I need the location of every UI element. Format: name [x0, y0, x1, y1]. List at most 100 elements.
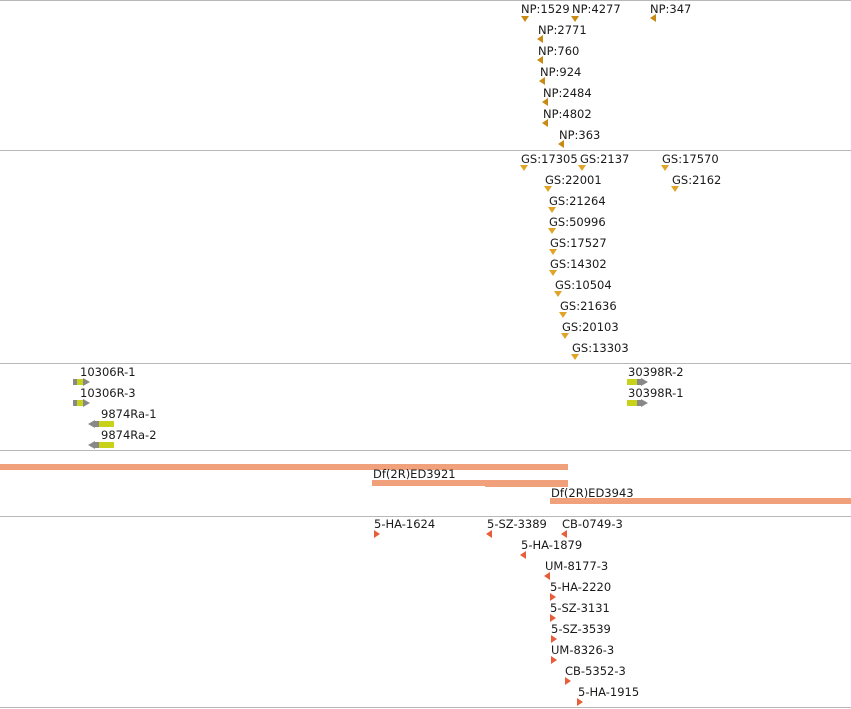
gs-marker-icon[interactable]: [554, 291, 562, 297]
insertion-marker-icon[interactable]: [486, 530, 492, 538]
np-marker-icon[interactable]: [571, 16, 579, 22]
rnai-feature-label[interactable]: 9874Ra-1: [101, 407, 157, 421]
deficiency-bar[interactable]: [0, 464, 568, 470]
gs-marker-icon[interactable]: [571, 354, 579, 360]
gene-stub-icon: [637, 379, 641, 385]
gene-stub-icon: [73, 400, 77, 406]
gs-marker-icon[interactable]: [559, 312, 567, 318]
gene-body[interactable]: [99, 421, 114, 427]
np-marker-icon[interactable]: [537, 56, 543, 64]
insertion-label[interactable]: 5-HA-2220: [550, 580, 612, 594]
gs-feature-label[interactable]: GS:17305: [521, 152, 578, 166]
insertion-marker-icon[interactable]: [544, 572, 550, 580]
insertion-label[interactable]: CB-0749-3: [562, 517, 623, 531]
insertion-label[interactable]: UM-8326-3: [551, 643, 615, 657]
deficiency-label[interactable]: Df(2R)ED3921: [373, 467, 456, 481]
np-feature-label[interactable]: NP:4277: [572, 2, 621, 16]
insertion-marker-icon[interactable]: [551, 656, 557, 664]
insertion-marker-icon[interactable]: [550, 593, 556, 601]
np-marker-icon[interactable]: [537, 35, 543, 43]
track-divider: [0, 707, 851, 708]
gs-marker-icon[interactable]: [548, 207, 556, 213]
np-marker-icon[interactable]: [542, 119, 548, 127]
gene-stub-icon: [95, 421, 99, 427]
np-feature-label[interactable]: NP:760: [538, 44, 580, 58]
insertion-marker-icon[interactable]: [565, 677, 571, 685]
insertion-marker-icon[interactable]: [374, 530, 380, 538]
gs-marker-icon[interactable]: [544, 186, 552, 192]
np-feature-label[interactable]: NP:1529: [521, 2, 570, 16]
gene-body[interactable]: [99, 442, 114, 448]
gs-marker-icon[interactable]: [671, 186, 679, 192]
gs-marker-icon[interactable]: [549, 249, 557, 255]
gene-body[interactable]: [627, 400, 637, 406]
insertion-label[interactable]: CB-5352-3: [565, 664, 626, 678]
gene-body[interactable]: [77, 400, 83, 406]
rnai-feature-label[interactable]: 30398R-2: [628, 365, 684, 379]
track-divider: [0, 450, 851, 451]
gs-feature-label[interactable]: GS:2137: [580, 152, 630, 166]
gs-feature-label[interactable]: GS:20103: [562, 320, 619, 334]
np-feature-label[interactable]: NP:363: [559, 128, 601, 142]
rnai-feature-label[interactable]: 10306R-1: [80, 365, 136, 379]
gs-feature-label[interactable]: GS:14302: [550, 257, 607, 271]
gene-stub-icon: [73, 379, 77, 385]
gs-marker-icon[interactable]: [661, 165, 669, 171]
insertion-marker-icon[interactable]: [577, 698, 583, 706]
insertion-label[interactable]: UM-8177-3: [545, 559, 609, 573]
rnai-feature-label[interactable]: 30398R-1: [628, 386, 684, 400]
track-divider: [0, 363, 851, 364]
gs-marker-icon[interactable]: [548, 228, 556, 234]
insertion-label[interactable]: 5-HA-1915: [578, 685, 640, 699]
track-divider: [0, 516, 851, 517]
insertion-marker-icon[interactable]: [550, 614, 556, 622]
gene-body[interactable]: [627, 379, 637, 385]
gs-feature-label[interactable]: GS:17570: [662, 152, 719, 166]
gs-marker-icon[interactable]: [520, 165, 528, 171]
np-feature-label[interactable]: NP:2484: [543, 86, 592, 100]
insertion-marker-icon[interactable]: [520, 551, 526, 559]
insertion-label[interactable]: 5-HA-1624: [374, 517, 436, 531]
gs-marker-icon[interactable]: [578, 165, 586, 171]
insertion-label[interactable]: 5-HA-1879: [521, 538, 583, 552]
gs-feature-label[interactable]: GS:10504: [555, 278, 612, 292]
track-divider: [0, 150, 851, 151]
gs-feature-label[interactable]: GS:50996: [549, 215, 606, 229]
np-marker-icon[interactable]: [542, 98, 548, 106]
deficiency-bar[interactable]: [550, 498, 851, 504]
np-feature-label[interactable]: NP:4802: [543, 107, 592, 121]
gs-feature-label[interactable]: GS:13303: [572, 341, 629, 355]
gs-marker-icon[interactable]: [561, 333, 569, 339]
insertion-marker-icon[interactable]: [551, 635, 557, 643]
np-feature-label[interactable]: NP:924: [540, 65, 582, 79]
insertion-label[interactable]: 5-SZ-3539: [551, 622, 611, 636]
rnai-feature-label[interactable]: 9874Ra-2: [101, 428, 157, 442]
np-marker-icon[interactable]: [521, 16, 529, 22]
insertion-marker-icon[interactable]: [561, 530, 567, 538]
deficiency-bar[interactable]: [485, 482, 568, 487]
np-feature-label[interactable]: NP:2771: [538, 23, 587, 37]
np-feature-label[interactable]: NP:347: [650, 2, 692, 16]
gene-arrow-left-icon: [88, 441, 95, 449]
np-marker-icon[interactable]: [558, 140, 564, 148]
gene-arrow-right-icon: [641, 378, 648, 386]
np-marker-icon[interactable]: [539, 77, 545, 85]
gs-marker-icon[interactable]: [549, 270, 557, 276]
gene-body[interactable]: [77, 379, 83, 385]
deficiency-label[interactable]: Df(2R)ED3943: [551, 486, 634, 500]
gs-feature-label[interactable]: GS:21636: [560, 299, 617, 313]
gene-arrow-right-icon: [641, 399, 648, 407]
gs-feature-label[interactable]: GS:22001: [545, 173, 602, 187]
gene-arrow-right-icon: [83, 399, 90, 407]
np-marker-icon[interactable]: [650, 14, 656, 22]
gene-stub-icon: [95, 442, 99, 448]
gs-feature-label[interactable]: GS:21264: [549, 194, 606, 208]
gene-arrow-left-icon: [88, 420, 95, 428]
gene-stub-icon: [637, 400, 641, 406]
gs-feature-label[interactable]: GS:17527: [550, 236, 607, 250]
insertion-label[interactable]: 5-SZ-3131: [550, 601, 610, 615]
insertion-label[interactable]: 5-SZ-3389: [487, 517, 547, 531]
deficiency-bar[interactable]: [372, 480, 568, 486]
gs-feature-label[interactable]: GS:2162: [672, 173, 722, 187]
rnai-feature-label[interactable]: 10306R-3: [80, 386, 136, 400]
